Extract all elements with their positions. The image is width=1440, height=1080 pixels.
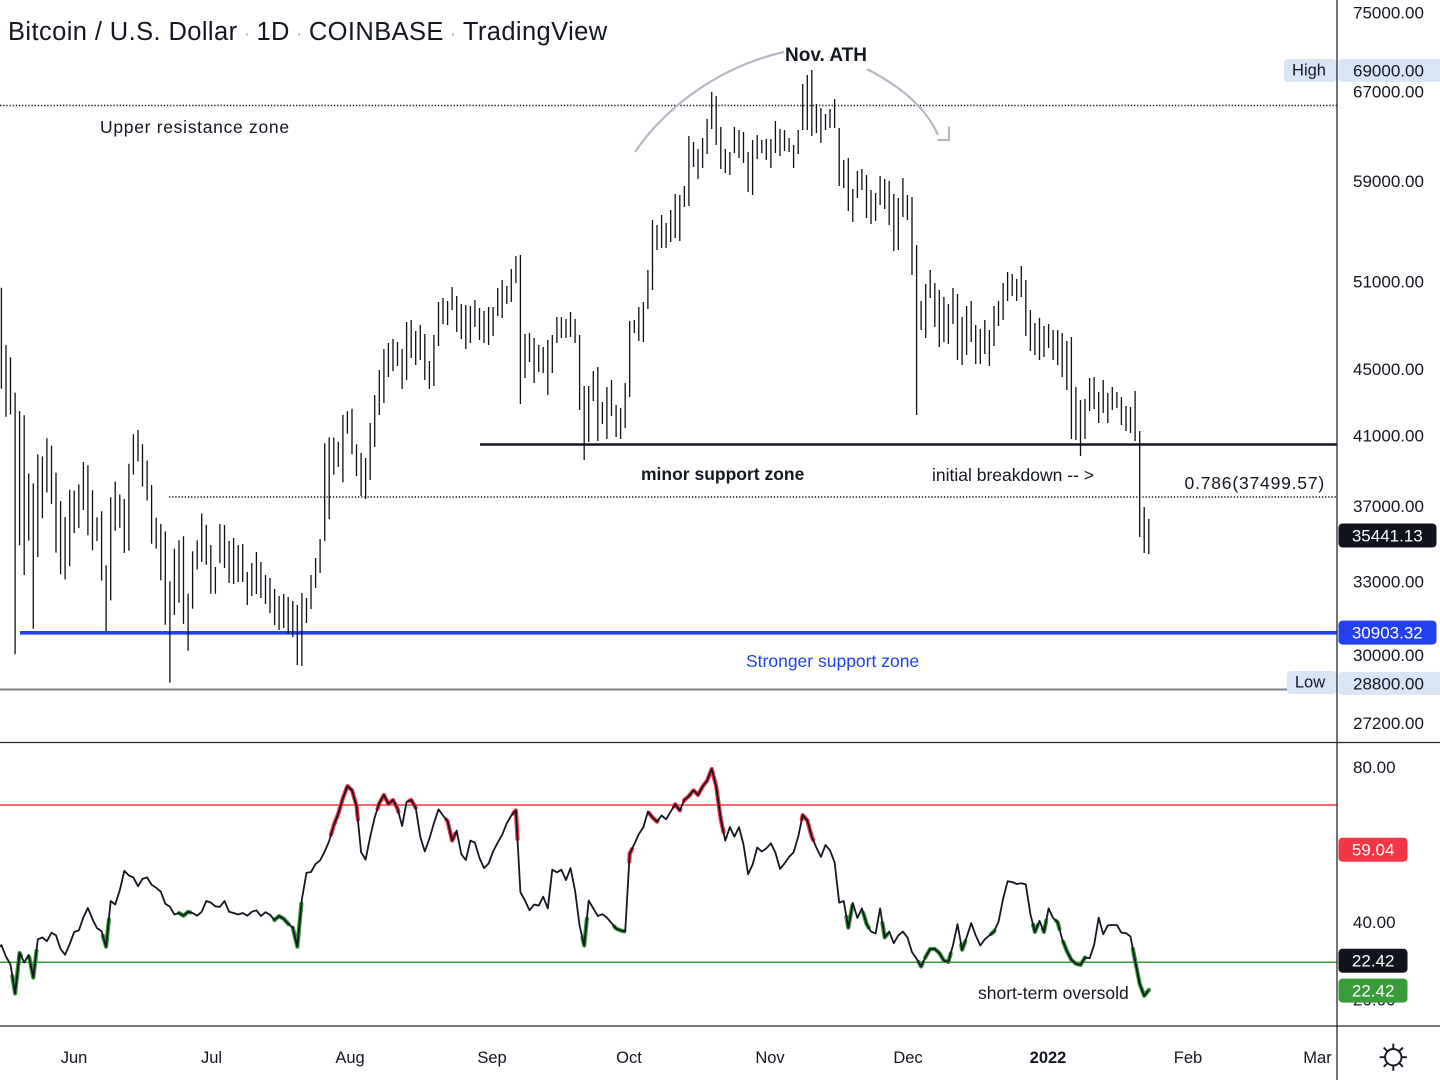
svg-text:Sep: Sep	[477, 1049, 506, 1067]
svg-text:30903.32: 30903.32	[1352, 624, 1423, 643]
svg-text:33000.00: 33000.00	[1353, 572, 1424, 591]
svg-text:67000.00: 67000.00	[1353, 83, 1424, 102]
svg-text:35441.13: 35441.13	[1352, 527, 1423, 546]
svg-text:75000.00: 75000.00	[1353, 4, 1424, 23]
svg-text:28800.00: 28800.00	[1353, 674, 1424, 693]
svg-text:51000.00: 51000.00	[1353, 273, 1424, 292]
svg-text:Upper resistance zone: Upper resistance zone	[100, 117, 290, 137]
svg-text:0.786(37499.57): 0.786(37499.57)	[1185, 473, 1325, 493]
svg-text:Mar: Mar	[1303, 1049, 1332, 1067]
svg-text:Nov: Nov	[755, 1049, 785, 1067]
svg-text:2022: 2022	[1030, 1049, 1067, 1067]
svg-text:69000.00: 69000.00	[1353, 61, 1424, 80]
svg-text:22.42: 22.42	[1352, 982, 1395, 1001]
svg-text:45000.00: 45000.00	[1353, 360, 1424, 379]
svg-text:Jul: Jul	[201, 1049, 222, 1067]
svg-text:Bitcoin / U.S. Dollar · 1D · C: Bitcoin / U.S. Dollar · 1D · COINBASE · …	[8, 18, 608, 46]
svg-text:37000.00: 37000.00	[1353, 497, 1424, 516]
svg-text:27200.00: 27200.00	[1353, 714, 1424, 733]
svg-text:80.00: 80.00	[1353, 758, 1396, 777]
svg-text:40.00: 40.00	[1353, 913, 1396, 932]
svg-text:22.42: 22.42	[1352, 952, 1395, 971]
svg-text:Nov. ATH: Nov. ATH	[785, 45, 867, 66]
svg-text:initial breakdown -- >: initial breakdown -- >	[932, 465, 1094, 485]
svg-text:41000.00: 41000.00	[1353, 427, 1424, 446]
svg-text:High: High	[1292, 62, 1326, 80]
svg-text:Oct: Oct	[616, 1049, 642, 1067]
svg-text:Jun: Jun	[61, 1049, 88, 1067]
svg-text:short-term oversold: short-term oversold	[978, 983, 1129, 1003]
svg-text:59.04: 59.04	[1352, 841, 1395, 860]
svg-text:Stronger support zone: Stronger support zone	[746, 651, 919, 671]
svg-text:Low: Low	[1295, 674, 1325, 692]
svg-text:59000.00: 59000.00	[1353, 172, 1424, 191]
svg-text:30000.00: 30000.00	[1353, 646, 1424, 665]
svg-text:Aug: Aug	[335, 1049, 364, 1067]
svg-text:minor support zone: minor support zone	[641, 464, 805, 484]
svg-text:Feb: Feb	[1174, 1049, 1202, 1067]
svg-text:Dec: Dec	[893, 1049, 922, 1067]
